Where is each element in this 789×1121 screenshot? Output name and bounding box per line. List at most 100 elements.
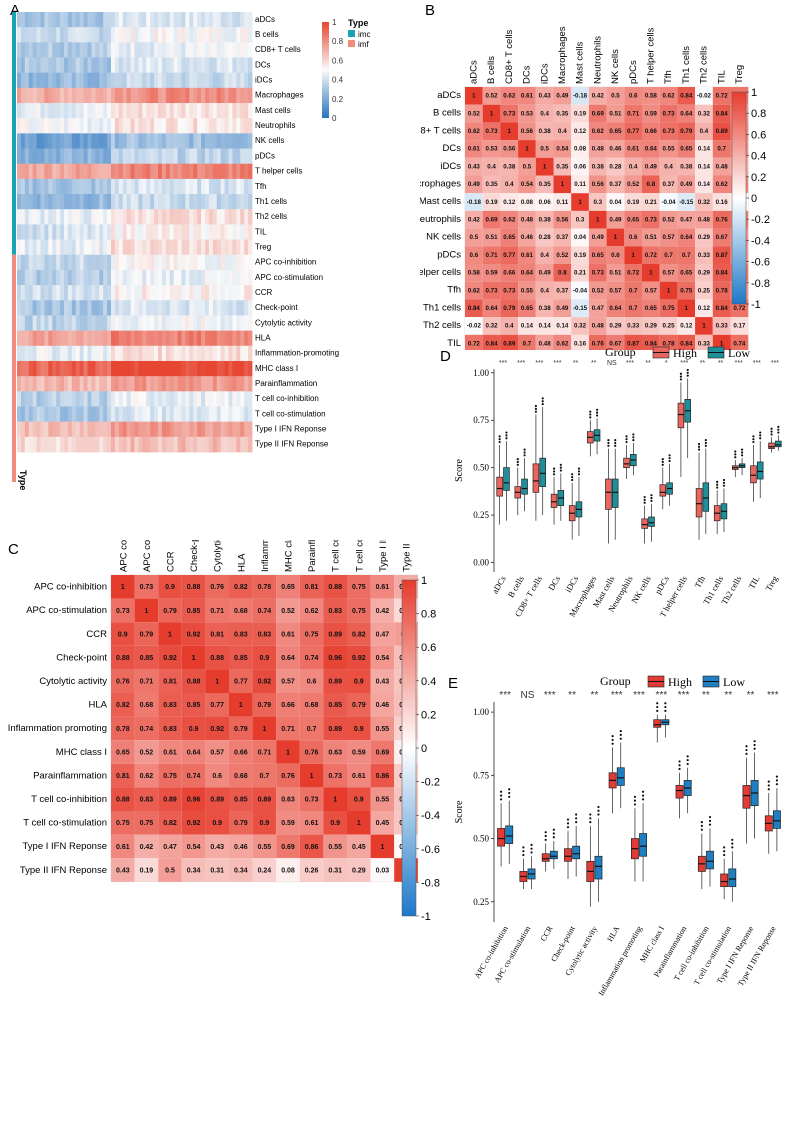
outlier-point (686, 371, 689, 374)
corr-value: 0.5 (523, 163, 532, 170)
heatmap-a-cell (64, 87, 69, 104)
heatmap-a-cell (111, 178, 116, 195)
heatmap-a-cell (248, 87, 253, 104)
heatmap-a-cell (154, 376, 159, 392)
outlier-point (607, 439, 610, 442)
heatmap-a-cell (197, 436, 202, 453)
heatmap-a-cell (107, 285, 112, 301)
heatmap-a-cell (24, 391, 30, 407)
heatmap-a-row-label-6: Mast cells (255, 106, 291, 115)
heatmap-a-cell (130, 57, 135, 74)
heatmap-a-cell (236, 118, 241, 134)
corr-value: 0.38 (592, 163, 605, 170)
heatmap-a-cell (64, 103, 69, 119)
heatmap-a-row-label-13: Th2 cells (255, 212, 287, 221)
heatmap-a-cell (244, 360, 249, 377)
heatmap-a-cell (83, 133, 88, 149)
heatmap-a-cell (244, 12, 249, 28)
heatmap-a-cell (142, 224, 147, 240)
significance-label: *** (535, 360, 543, 367)
heatmap-a-cell (193, 148, 198, 165)
heatmap-a-cell (248, 209, 253, 225)
corr-cell (229, 622, 253, 646)
row-label: APC co-stimulation (26, 605, 107, 616)
corr-value: 0.84 (716, 270, 729, 277)
heatmap-a-cell (64, 345, 69, 362)
heatmap-a-cell (165, 224, 171, 240)
heatmap-a-cell (20, 269, 26, 286)
heatmap-a-cell (208, 436, 214, 453)
heatmap-a-cell (91, 254, 96, 271)
heatmap-a-cell (79, 285, 84, 301)
heatmap-a-cell (150, 148, 155, 165)
corr-cell (659, 281, 678, 300)
y-tick-label: 0.75 (473, 415, 489, 425)
box-high (497, 828, 506, 847)
row-label: TIL (447, 338, 461, 349)
heatmap-a-cell (212, 345, 218, 362)
heatmap-a-cell (107, 239, 112, 256)
heatmap-a-cell (56, 345, 61, 362)
corr-value: 0.28 (609, 163, 622, 170)
corr-value: 1 (310, 773, 314, 780)
heatmap-a-cell (83, 118, 88, 134)
corr-cell (299, 811, 324, 835)
y-tick-label: 1.00 (473, 368, 489, 378)
heatmap-a-cell (150, 406, 155, 423)
heatmap-a-cell (181, 133, 186, 149)
colorbar-tick-label: 0.4 (421, 676, 436, 688)
heatmap-a-cell (228, 118, 233, 134)
corr-cell (677, 104, 696, 123)
corr-cell (695, 317, 713, 335)
heatmap-a-cell (181, 345, 186, 362)
corr-value: 0.62 (716, 181, 729, 188)
corr-value: 0.51 (486, 234, 499, 241)
heatmap-a-cell (244, 163, 249, 180)
corr-value: 0.43 (376, 679, 390, 686)
heatmap-a-cell (107, 224, 112, 240)
corr-value: 0.83 (163, 702, 177, 709)
heatmap-a-cell (244, 118, 249, 134)
heatmap-a-cell (165, 12, 171, 28)
heatmap-a-cell (150, 103, 155, 119)
heatmap-a-cell (91, 391, 96, 407)
corr-value: 0.37 (556, 234, 569, 241)
col-label: NK cells (610, 49, 621, 84)
corr-value: 0.38 (539, 217, 552, 224)
outlier-point (745, 752, 748, 755)
outlier-point (716, 480, 719, 483)
corr-cell (134, 645, 159, 670)
heatmap-a-cell (185, 72, 190, 89)
outlier-point (664, 705, 667, 709)
heatmap-a-cell (107, 269, 112, 286)
heatmap-a-cell (248, 300, 253, 316)
heatmap-a-cell (158, 27, 163, 43)
outlier-point (704, 444, 707, 447)
heatmap-a-cell (220, 315, 225, 332)
heatmap-a-cell (142, 27, 147, 43)
heatmap-a-cell (114, 194, 120, 210)
heatmap-a-cell (71, 57, 77, 74)
heatmap-a-cell (189, 72, 194, 89)
corr-value: 1 (685, 305, 689, 312)
heatmap-a-cell (216, 224, 222, 240)
corr-cell (659, 175, 678, 194)
heatmap-a-cell (189, 118, 194, 134)
corr-value: 1 (472, 93, 476, 100)
heatmap-a-cell (40, 224, 45, 240)
heatmap-a-cell (146, 406, 151, 423)
corr-value: 0.7 (260, 773, 270, 780)
corr-value: 0.61 (116, 844, 130, 851)
heatmap-a-cell (64, 436, 69, 453)
corr-value: 0.29 (352, 867, 366, 874)
heatmap-a-cell (193, 72, 198, 89)
corr-cell (500, 299, 519, 318)
corr-cell (323, 645, 347, 670)
corr-cell (205, 575, 229, 599)
heatmap-a-cell (126, 209, 131, 225)
corr-value: 0.46 (234, 844, 248, 851)
heatmap-a-cell (44, 330, 49, 347)
heatmap-a-cell (56, 315, 61, 332)
heatmap-a-cell (64, 72, 69, 89)
col-label: APC co-stimulation (142, 540, 153, 572)
